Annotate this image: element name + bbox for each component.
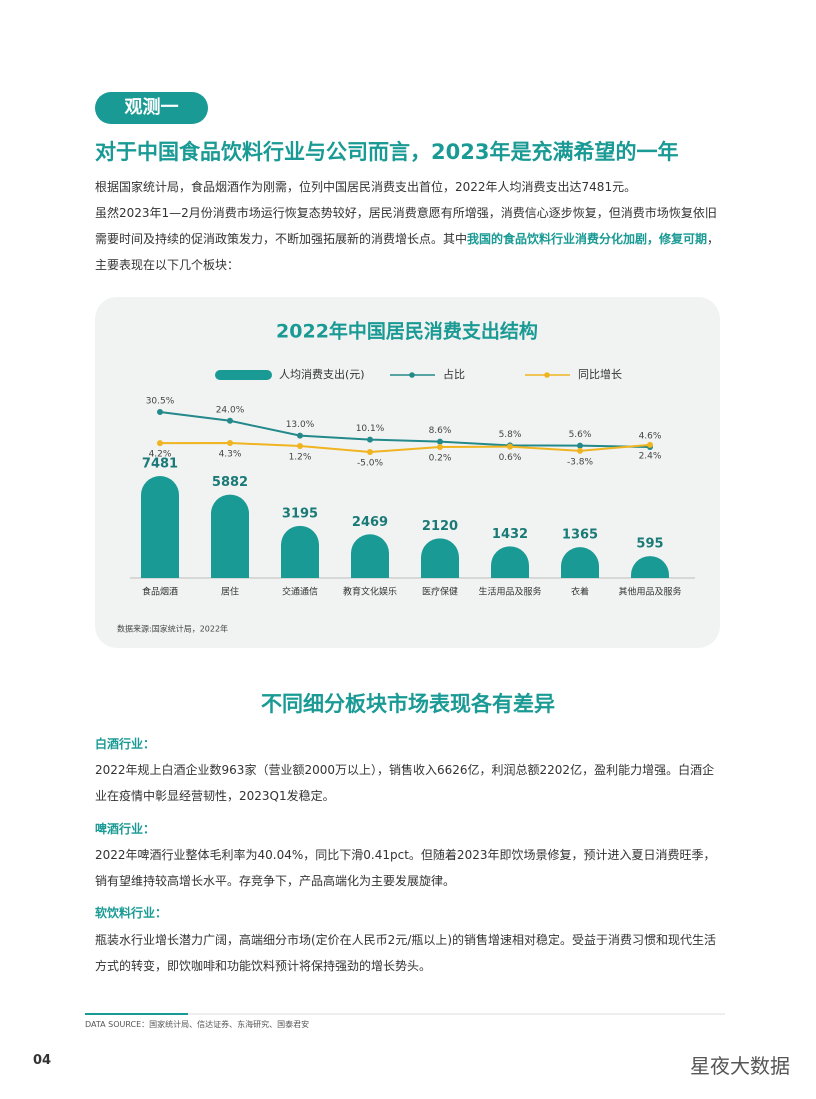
point	[507, 443, 513, 450]
page-number: 04	[33, 1053, 52, 1068]
value-label: 8.6%	[429, 426, 452, 436]
point	[437, 443, 443, 450]
bar	[351, 534, 389, 578]
value-label: 2120	[422, 519, 458, 534]
highlight: 我国的食品饮料行业消费分化加剧，修复可期	[467, 232, 708, 246]
value-label: 30.5%	[146, 397, 175, 407]
point	[367, 436, 373, 443]
value-label: 2.4%	[639, 451, 662, 461]
value-label: 3195	[282, 506, 318, 521]
value-label: 4.3%	[219, 450, 242, 460]
x-tick-label: 食品烟酒	[142, 586, 178, 598]
point	[647, 441, 653, 448]
chart-source: 数据来源:国家统计局，2022年	[117, 624, 228, 634]
paragraph: 根据国家统计局，食品烟酒作为刚需，位列中国居民消费支出首位，2022年人均消费支…	[95, 180, 637, 194]
value-label: 595	[636, 537, 663, 552]
x-tick-label: 生活用品及服务	[478, 586, 541, 598]
data-source: DATA SOURCE：国家统计局、信达证券、东海研究、国泰君安	[85, 1020, 310, 1029]
value-label: -5.0%	[357, 459, 384, 469]
paragraph: 2022年规上白酒企业数963家（营业额2000万以上），销售收入6626亿，利…	[95, 763, 715, 803]
value-label: 2469	[352, 515, 388, 530]
value-label: 0.2%	[429, 453, 452, 463]
footer-rule	[85, 1013, 725, 1015]
point	[437, 438, 443, 445]
point	[157, 409, 163, 415]
value-label: 1365	[562, 528, 598, 543]
value-label: 5.8%	[499, 430, 522, 440]
point	[367, 449, 373, 455]
value-label: 10.1%	[356, 424, 385, 434]
bar	[491, 546, 529, 578]
paragraph: 2022年啤酒行业整体毛利率为40.04%，同比下滑0.41pct。但随着202…	[95, 848, 716, 888]
bar	[631, 556, 669, 578]
legend-swatch	[215, 370, 272, 380]
paragraph: 瓶装水行业增长潜力广阔，高端细分市场(定价在人民币2元/瓶以上)的销售增速相对稳…	[95, 933, 717, 973]
chart-title: 2022年中国居民消费支出结构	[276, 320, 538, 343]
point	[577, 442, 583, 449]
line	[159, 411, 651, 448]
x-tick-label: 交通通信	[282, 586, 318, 598]
legend-label: 同比增长	[578, 367, 622, 381]
bar	[211, 494, 249, 578]
value-label: 24.0%	[216, 405, 245, 415]
value-label: 5.6%	[569, 430, 592, 440]
bar	[421, 538, 459, 578]
value-label: 0.6%	[499, 453, 522, 463]
paragraph: 虽然2023年1—2月份消费市场运行恢复态势较好，居民消费意愿有所增强，消费信心…	[95, 200, 725, 278]
point	[227, 440, 233, 446]
value-label: 1432	[492, 527, 528, 542]
chart: 2022年中国居民消费支出结构 数据来源:国家统计局，2022年 人均消费支出(…	[95, 297, 720, 648]
legend-swatch	[544, 372, 550, 378]
subheading: 白酒行业：	[95, 737, 156, 751]
subheading: 软饮料行业：	[95, 906, 168, 920]
value-label: -3.8%	[567, 457, 594, 467]
section-tag: 观测一	[95, 92, 208, 124]
value-label: 7481	[142, 457, 178, 472]
text: ，主要表现在以下几个板块：	[95, 232, 720, 272]
legend-swatch	[409, 372, 415, 378]
point	[227, 417, 233, 424]
x-tick-label: 居住	[221, 586, 239, 598]
point	[157, 440, 163, 447]
line	[159, 441, 651, 454]
legend-label: 占比	[443, 367, 465, 381]
bar	[281, 525, 319, 578]
value-label: 13.0%	[286, 420, 315, 430]
value-label: 1.2%	[289, 453, 312, 463]
value-label: 4.2%	[149, 450, 172, 460]
subheading: 啤酒行业：	[95, 822, 156, 836]
x-tick-label: 教育文化娱乐	[343, 586, 397, 598]
x-tick-label: 衣着	[571, 586, 589, 598]
point	[577, 447, 583, 454]
point	[297, 432, 303, 439]
text: 虽然2023年1—2月份消费市场运行恢复态势较好，居民消费意愿有所增强，消费信心…	[95, 206, 717, 246]
x-tick-label: 医疗保健	[422, 586, 458, 598]
bar	[141, 476, 179, 578]
bar	[561, 547, 599, 578]
value-label: 4.6%	[639, 432, 662, 442]
x-tick-label: 其他用品及服务	[618, 586, 681, 598]
value-label: 5882	[212, 475, 248, 490]
point	[297, 443, 303, 449]
section-title: 不同细分板块市场表现各有差异	[261, 692, 555, 716]
watermark: 星夜大数据	[690, 1054, 790, 1078]
page-title: 对于中国食品饮料行业与公司而言，2023年是充满希望的一年	[95, 140, 679, 164]
legend-label: 人均消费支出(元)	[279, 367, 365, 381]
